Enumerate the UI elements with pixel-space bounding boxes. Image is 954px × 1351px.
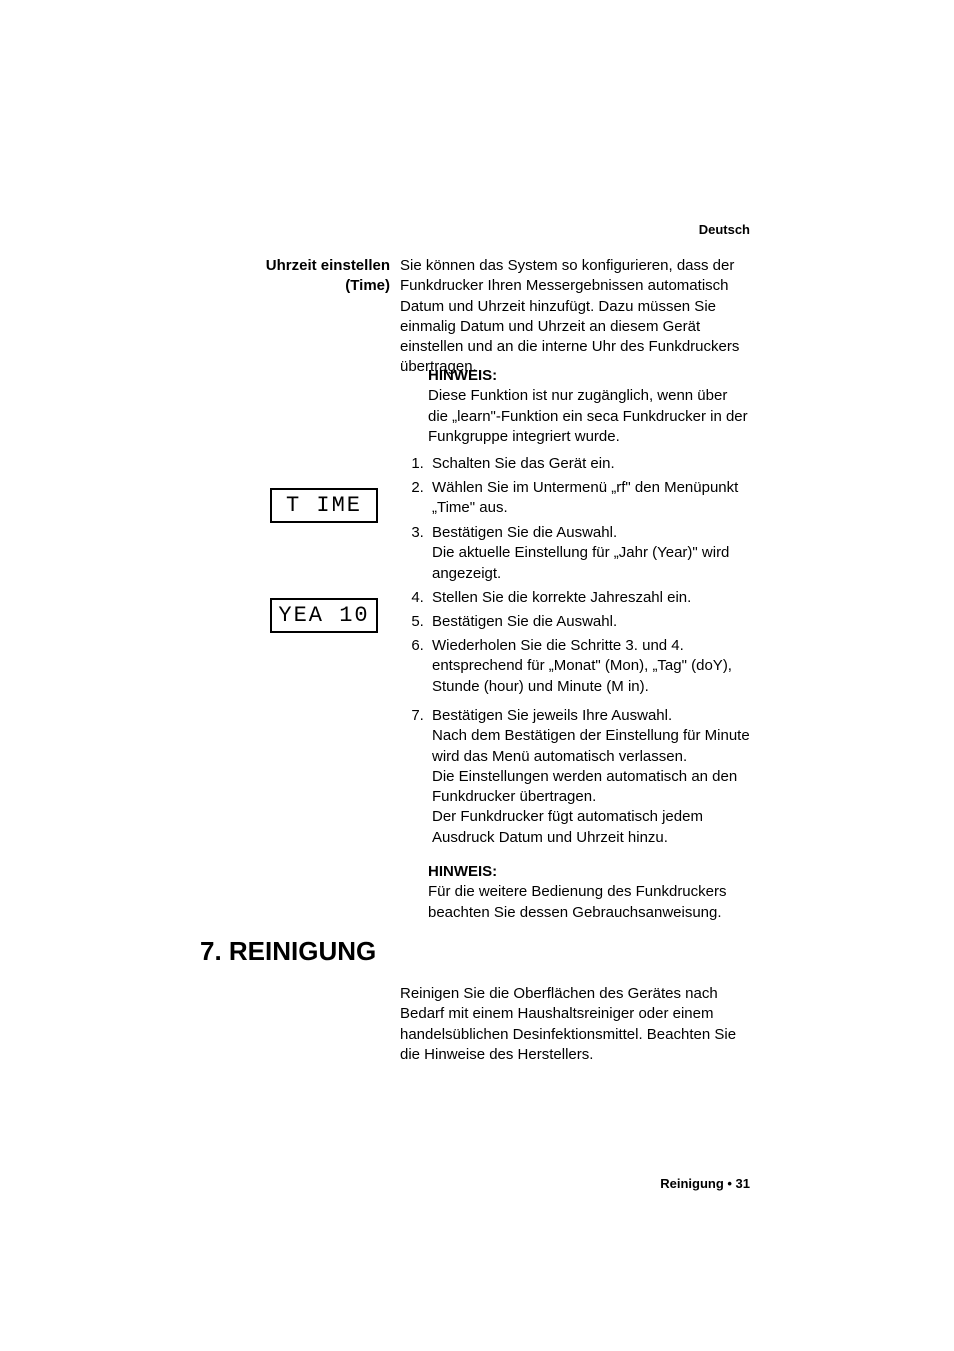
step-6d: ) und Minute ( [519, 678, 612, 695]
display-year: YEA 10 [270, 598, 378, 633]
step-7a: Bestätigen Sie jeweils Ihre Auswahl. [432, 707, 672, 724]
cleaning-paragraph: Reinigen Sie die Oberflächen des Gerätes… [400, 984, 750, 1065]
step-7c: Die Einstellungen werden automatisch an … [432, 768, 737, 805]
step-7d: Der Funkdrucker fügt automatisch jedem A… [432, 808, 703, 845]
display-time: T IME [270, 488, 378, 523]
step-6e: ). [640, 678, 649, 695]
step-6: Wiederholen Sie die Schritte 3. und 4. e… [428, 636, 750, 697]
note2-heading: HINWEIS: [428, 862, 750, 882]
section-title-line2: (Time) [345, 277, 390, 294]
note1-heading: HINWEIS: [428, 366, 750, 386]
page-footer: Reinigung • 31 [660, 1176, 750, 1191]
step-6b: ), „Tag" ( [639, 657, 696, 674]
step-2: Wählen Sie im Untermenü „rf" den Menüpun… [428, 478, 750, 519]
language-label: Deutsch [699, 222, 750, 237]
section-title-line1: Uhrzeit einstellen [266, 257, 390, 274]
step-7: Bestätigen Sie jeweils Ihre Auswahl. Nac… [428, 706, 750, 848]
step-7b: Nach dem Bestätigen der Einstellung für … [432, 727, 750, 764]
step-5: Bestätigen Sie die Auswahl. [428, 612, 750, 632]
step-3a: Bestätigen Sie die Auswahl. [432, 524, 617, 541]
chapter-heading: 7. REINIGUNG [200, 936, 376, 967]
step-4: Stellen Sie die korrekte Jahreszahl ein. [428, 588, 750, 608]
seg-mon: Mon [610, 657, 639, 674]
note2-body: Für die weitere Bedienung des Funkdrucke… [428, 882, 750, 923]
seg-day: doY [696, 657, 723, 674]
note1-body: Diese Funktion ist nur zugänglich, wenn … [428, 386, 750, 447]
step-3b: Die aktuelle Einstellung für „Jahr (Year… [432, 544, 729, 581]
seg-min: M in [611, 678, 639, 695]
seg-hour: hour [489, 678, 519, 695]
intro-paragraph: Sie können das System so konfigurieren, … [400, 256, 750, 378]
section-title: Uhrzeit einstellen (Time) [200, 256, 390, 295]
step-3: Bestätigen Sie die Auswahl. Die aktuelle… [428, 523, 750, 584]
step-1: Schalten Sie das Gerät ein. [428, 454, 750, 474]
